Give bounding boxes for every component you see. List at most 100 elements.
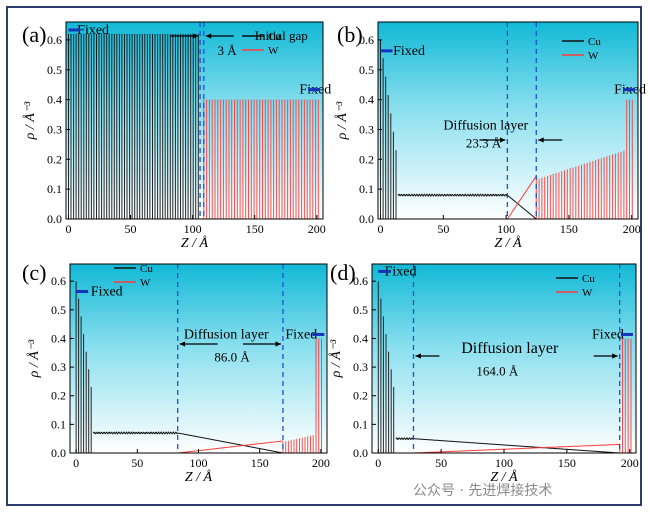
x-tick-label: 150 xyxy=(251,456,269,470)
panel-d: 0 50 100 150 200 0.0 0.1 0.2 0.3 0.4 0.5 0.6 Z / Å ρ … xyxy=(328,260,639,485)
y-tick-label: 0.5 xyxy=(353,303,368,317)
layer-arrow-left-head xyxy=(415,353,421,359)
x-tick-label: 200 xyxy=(621,456,639,470)
annotation-label: Diffusion layer xyxy=(184,327,269,342)
legend-label: W xyxy=(140,277,151,289)
x-tick-label: 0 xyxy=(73,456,79,470)
panel-a: 0 50 100 150 200 0.0 0.1 0.2 0.3 0.4 0.5 0.6 Z / Å ρ … xyxy=(22,21,331,251)
series-w-peaks xyxy=(535,99,633,219)
legend-label: Cu xyxy=(268,31,281,43)
series-cu-line xyxy=(92,431,179,435)
y-axis-label: ρ / Å⁻³ xyxy=(22,101,38,141)
y-tick-label: 0.6 xyxy=(51,274,66,288)
panel-c: 0 50 100 150 200 0.0 0.1 0.2 0.3 0.4 0.5 0.6 Z / Å ρ … xyxy=(22,260,330,485)
y-tick-label: 0.1 xyxy=(353,417,368,431)
x-tick-label: 150 xyxy=(558,456,576,470)
y-tick-label: 0.1 xyxy=(359,182,374,196)
y-tick-label: 0.1 xyxy=(47,182,62,196)
panel-label: (a) xyxy=(22,22,46,47)
legend-label: W xyxy=(582,287,593,299)
x-tick-label: 100 xyxy=(495,456,513,470)
x-tick-label: 200 xyxy=(312,456,330,470)
y-tick-label: 0.3 xyxy=(359,122,374,136)
series-cu-decay xyxy=(507,194,537,220)
annotation-label: 86.0 Å xyxy=(214,349,250,364)
x-tick-label: 50 xyxy=(125,222,137,236)
series-w-rise xyxy=(177,440,283,454)
plot-background xyxy=(70,264,327,453)
annotation-label: Initial gap xyxy=(255,28,308,43)
x-tick-label: 150 xyxy=(246,222,264,236)
y-tick-label: 0.4 xyxy=(359,93,374,107)
y-tick-label: 0.3 xyxy=(47,122,62,136)
axes-frame xyxy=(377,21,639,220)
y-axis-label: ρ / Å⁻³ xyxy=(328,339,344,379)
x-axis-label: Z / Å xyxy=(185,469,213,485)
series-w-peaks xyxy=(619,338,632,453)
annotation-label: Diffusion layer xyxy=(443,118,528,133)
legend-label: Cu xyxy=(140,263,153,275)
x-tick-label: 0 xyxy=(378,222,384,236)
x-tick-label: 0 xyxy=(65,222,71,236)
watermark: 公众号 · 先进焊接技术 xyxy=(413,483,553,499)
series-w-rise xyxy=(506,175,537,220)
y-tick-label: 0.0 xyxy=(51,446,66,460)
x-axis-label: Z / Å xyxy=(181,235,209,251)
y-tick-label: 0.6 xyxy=(359,33,374,47)
x-axis-label: Z / Å xyxy=(490,469,518,485)
fixed-label: Fixed xyxy=(91,285,123,300)
series-cu-decay xyxy=(413,438,620,454)
series-cu-line xyxy=(397,193,508,197)
panel-label: (c) xyxy=(22,260,46,285)
legend-label: W xyxy=(588,50,599,62)
gap-arrow-right-head xyxy=(205,33,212,39)
y-tick-label: 0.3 xyxy=(51,360,66,374)
y-tick-label: 0.2 xyxy=(51,389,66,403)
layer-arrow-left-head xyxy=(179,341,186,347)
y-tick-label: 0.5 xyxy=(51,303,66,317)
x-tick-label: 50 xyxy=(131,456,143,470)
y-tick-label: 0.1 xyxy=(51,417,66,431)
y-tick-label: 0.2 xyxy=(359,152,374,166)
y-tick-label: 0.5 xyxy=(47,63,62,77)
y-tick-label: 0.0 xyxy=(353,446,368,460)
legend-label: Cu xyxy=(582,273,595,285)
annotation-label: Diffusion layer xyxy=(461,340,559,357)
fixed-label: Fixed xyxy=(393,44,425,59)
annotation-label: 23.3 Å xyxy=(466,135,502,150)
axes-frame xyxy=(65,21,324,220)
y-tick-label: 0.2 xyxy=(47,152,62,166)
y-axis-label: ρ / Å⁻³ xyxy=(334,101,350,141)
annotation-label: 3 Å xyxy=(217,43,237,58)
y-tick-label: 0.4 xyxy=(51,331,66,345)
x-tick-label: 50 xyxy=(435,456,447,470)
layer-arrow-right-head xyxy=(612,353,618,359)
series-cu-decay xyxy=(177,432,283,454)
fixed-label: Fixed xyxy=(592,327,624,342)
x-tick-label: 150 xyxy=(560,222,578,236)
x-tick-label: 100 xyxy=(184,222,202,236)
legend-label: W xyxy=(268,45,279,57)
x-tick-label: 100 xyxy=(190,456,208,470)
series-w-rise xyxy=(413,443,620,454)
x-axis-label: Z / Å xyxy=(494,235,522,251)
panel-label: (d) xyxy=(330,260,356,285)
x-tick-label: 0 xyxy=(375,456,381,470)
y-tick-label: 0.0 xyxy=(359,212,374,226)
y-tick-label: 0.0 xyxy=(47,212,62,226)
panel-b: 0 50 100 150 200 0.0 0.1 0.2 0.3 0.4 0.5 0.6 Z / Å ρ … xyxy=(334,21,646,251)
y-tick-label: 0.4 xyxy=(353,331,368,345)
layer-arrow-right-head xyxy=(538,137,544,143)
y-tick-label: 0.6 xyxy=(353,274,368,288)
series-cu-peaks xyxy=(75,281,92,453)
x-tick-label: 200 xyxy=(623,222,641,236)
layer-arrow-right-head xyxy=(275,341,281,347)
plot-background xyxy=(372,264,636,453)
fixed-label: Fixed xyxy=(385,264,417,279)
x-tick-label: 50 xyxy=(437,222,449,236)
x-tick-label: 100 xyxy=(497,222,515,236)
panel-label: (b) xyxy=(337,22,363,47)
fixed-label: Fixed xyxy=(285,327,317,342)
series-cu-peaks xyxy=(377,281,395,453)
